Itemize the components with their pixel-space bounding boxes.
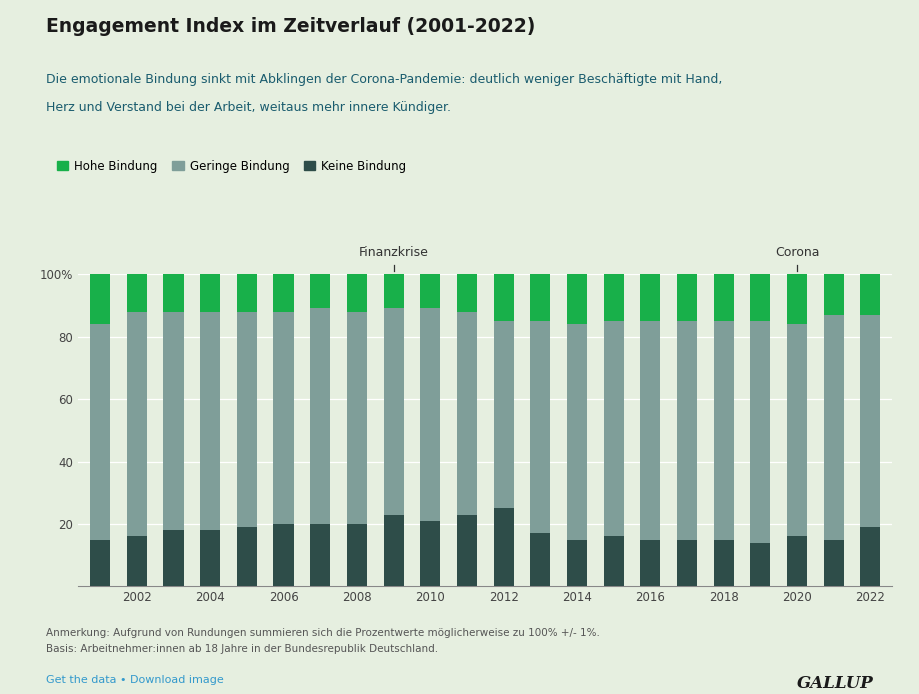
Bar <box>90 540 110 586</box>
Bar <box>676 274 697 321</box>
Bar <box>640 540 660 586</box>
Bar <box>786 324 806 536</box>
Bar <box>823 315 843 540</box>
Bar <box>529 533 550 586</box>
Bar <box>750 543 769 586</box>
Bar <box>383 515 403 586</box>
Bar <box>273 312 293 524</box>
Bar <box>164 274 184 312</box>
Text: GALLUP: GALLUP <box>797 675 873 691</box>
Bar <box>566 274 586 324</box>
Bar <box>236 527 256 586</box>
Bar <box>273 524 293 586</box>
Bar <box>529 274 550 321</box>
Bar <box>750 274 769 321</box>
Bar <box>786 274 806 324</box>
Bar <box>164 530 184 586</box>
Bar <box>640 274 660 321</box>
Bar <box>420 520 440 586</box>
Bar <box>713 321 733 540</box>
Bar <box>200 530 220 586</box>
Text: Get the data • Download image: Get the data • Download image <box>46 675 223 684</box>
Bar <box>603 274 623 321</box>
Bar <box>310 274 330 308</box>
Bar <box>346 524 367 586</box>
Text: Corona: Corona <box>774 246 819 259</box>
Bar <box>236 274 256 312</box>
Bar <box>493 274 513 321</box>
Bar <box>200 312 220 530</box>
Bar <box>420 308 440 520</box>
Bar <box>750 321 769 543</box>
Bar <box>566 540 586 586</box>
Bar <box>713 274 733 321</box>
Text: Herz und Verstand bei der Arbeit, weitaus mehr innere Kündiger.: Herz und Verstand bei der Arbeit, weitau… <box>46 101 450 114</box>
Bar <box>603 321 623 536</box>
Bar <box>529 321 550 533</box>
Text: Finanzkrise: Finanzkrise <box>358 246 428 259</box>
Bar <box>346 274 367 312</box>
Bar <box>823 540 843 586</box>
Bar <box>676 321 697 540</box>
Bar <box>383 274 403 308</box>
Bar <box>273 274 293 312</box>
Bar <box>713 540 733 586</box>
Bar <box>200 274 220 312</box>
Bar <box>676 540 697 586</box>
Text: Anmerkung: Aufgrund von Rundungen summieren sich die Prozentwerte möglicherweise: Anmerkung: Aufgrund von Rundungen summie… <box>46 628 599 638</box>
Bar <box>127 312 147 536</box>
Bar <box>164 312 184 530</box>
Bar <box>127 536 147 586</box>
Bar <box>90 324 110 540</box>
Bar <box>127 274 147 312</box>
Bar <box>236 312 256 527</box>
Bar <box>823 274 843 315</box>
Bar <box>310 524 330 586</box>
Bar <box>640 321 660 540</box>
Bar <box>90 274 110 324</box>
Bar <box>859 527 879 586</box>
Bar <box>859 315 879 527</box>
Bar <box>859 274 879 315</box>
Bar <box>346 312 367 524</box>
Bar <box>457 274 477 312</box>
Bar <box>457 312 477 515</box>
Bar <box>310 308 330 524</box>
Bar <box>566 324 586 540</box>
Text: Die emotionale Bindung sinkt mit Abklingen der Corona-Pandemie: deutlich weniger: Die emotionale Bindung sinkt mit Abkling… <box>46 73 721 86</box>
Legend: Hohe Bindung, Geringe Bindung, Keine Bindung: Hohe Bindung, Geringe Bindung, Keine Bin… <box>51 155 411 178</box>
Bar <box>420 274 440 308</box>
Text: Engagement Index im Zeitverlauf (2001-2022): Engagement Index im Zeitverlauf (2001-20… <box>46 17 535 36</box>
Bar <box>383 308 403 515</box>
Bar <box>457 515 477 586</box>
Text: Basis: Arbeitnehmer:innen ab 18 Jahre in der Bundesrepublik Deutschland.: Basis: Arbeitnehmer:innen ab 18 Jahre in… <box>46 644 437 654</box>
Bar <box>603 536 623 586</box>
Bar <box>786 536 806 586</box>
Bar <box>493 321 513 508</box>
Bar <box>493 508 513 586</box>
